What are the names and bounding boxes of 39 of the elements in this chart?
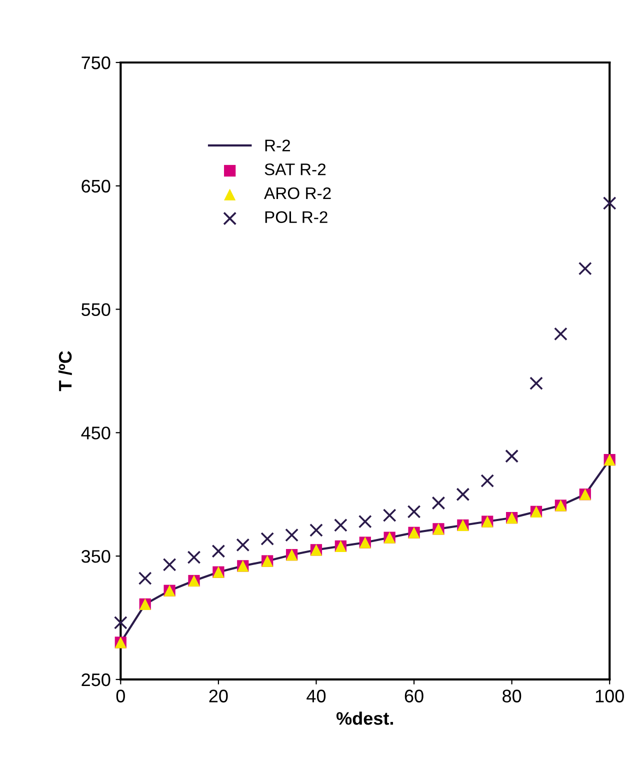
legend-label: ARO R-2 (264, 187, 331, 200)
point (260, 532, 274, 546)
point (162, 558, 176, 572)
point (382, 508, 396, 522)
point (334, 518, 348, 532)
x-axis-title: %dest. (336, 712, 393, 725)
point (236, 538, 250, 552)
point (138, 572, 152, 585)
point (480, 474, 494, 488)
point (530, 376, 543, 390)
point (554, 327, 568, 341)
x-tick-label: 80 (502, 690, 522, 702)
legend-label: R-2 (265, 140, 290, 152)
point (310, 523, 323, 537)
y-tick-label: 550 (82, 303, 110, 316)
point (505, 449, 519, 463)
x-tick-label: 60 (404, 690, 424, 702)
legend-label: POL R-2 (265, 211, 328, 224)
point (114, 616, 128, 630)
y-axis-title: T /ºC (58, 351, 72, 392)
point (212, 544, 226, 558)
point (456, 488, 470, 502)
y-tick-label: 750 (82, 56, 110, 70)
point (187, 550, 201, 564)
y-tick-label: 650 (82, 180, 110, 193)
y-tick-label: 250 (82, 673, 110, 686)
point (407, 504, 421, 518)
x-tick-label: 0 (116, 690, 125, 702)
point (432, 496, 446, 510)
x-tick-label: 100 (596, 690, 624, 702)
x-tick-label: 20 (209, 690, 228, 702)
point (358, 514, 372, 528)
point (285, 528, 298, 542)
y-tick-label: 350 (81, 550, 110, 563)
point (602, 196, 616, 210)
legend-label: SAT R-2 (264, 163, 326, 176)
y-tick-label: 450 (81, 426, 110, 440)
point (578, 262, 592, 276)
x-tick-label: 40 (306, 690, 326, 702)
